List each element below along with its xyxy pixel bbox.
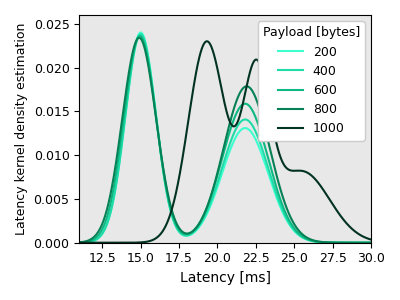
1000 (204, 40, 209, 43)
200 (376, 241, 381, 244)
600 (368, 241, 372, 244)
600 (215, 175, 220, 178)
200 (77, 241, 82, 244)
600 (376, 241, 381, 244)
800 (137, 36, 142, 40)
400 (376, 241, 381, 244)
400 (77, 241, 82, 244)
800 (77, 241, 82, 244)
Line: 200: 200 (79, 32, 379, 243)
1000 (368, 238, 372, 241)
1000 (215, 66, 220, 69)
200 (313, 240, 318, 243)
600 (313, 240, 318, 243)
200 (215, 186, 220, 190)
200 (138, 31, 143, 34)
200 (92, 238, 97, 242)
400 (92, 238, 97, 242)
Line: 600: 600 (79, 36, 379, 243)
800 (376, 241, 381, 244)
1000 (92, 241, 97, 244)
Line: 1000: 1000 (79, 41, 379, 243)
200 (368, 241, 373, 244)
800 (92, 235, 97, 238)
600 (138, 34, 142, 38)
1000 (368, 238, 373, 241)
600 (92, 237, 97, 241)
600 (368, 241, 373, 244)
800 (368, 241, 372, 244)
400 (215, 182, 220, 186)
800 (368, 241, 373, 244)
1000 (77, 241, 82, 244)
200 (223, 163, 228, 166)
Line: 400: 400 (79, 34, 379, 243)
800 (313, 239, 318, 243)
1000 (313, 177, 318, 181)
600 (223, 146, 228, 149)
400 (368, 241, 373, 244)
800 (215, 172, 220, 176)
Line: 800: 800 (79, 38, 379, 243)
1000 (376, 239, 381, 243)
600 (77, 241, 82, 244)
400 (138, 32, 143, 36)
Legend: 200, 400, 600, 800, 1000: 200, 400, 600, 800, 1000 (258, 21, 365, 140)
800 (223, 140, 228, 144)
X-axis label: Latency [ms]: Latency [ms] (180, 271, 271, 285)
400 (313, 240, 318, 243)
400 (368, 241, 372, 244)
400 (223, 157, 228, 160)
Y-axis label: Latency kernel density estimation: Latency kernel density estimation (15, 23, 28, 235)
1000 (223, 103, 228, 107)
200 (368, 241, 372, 244)
